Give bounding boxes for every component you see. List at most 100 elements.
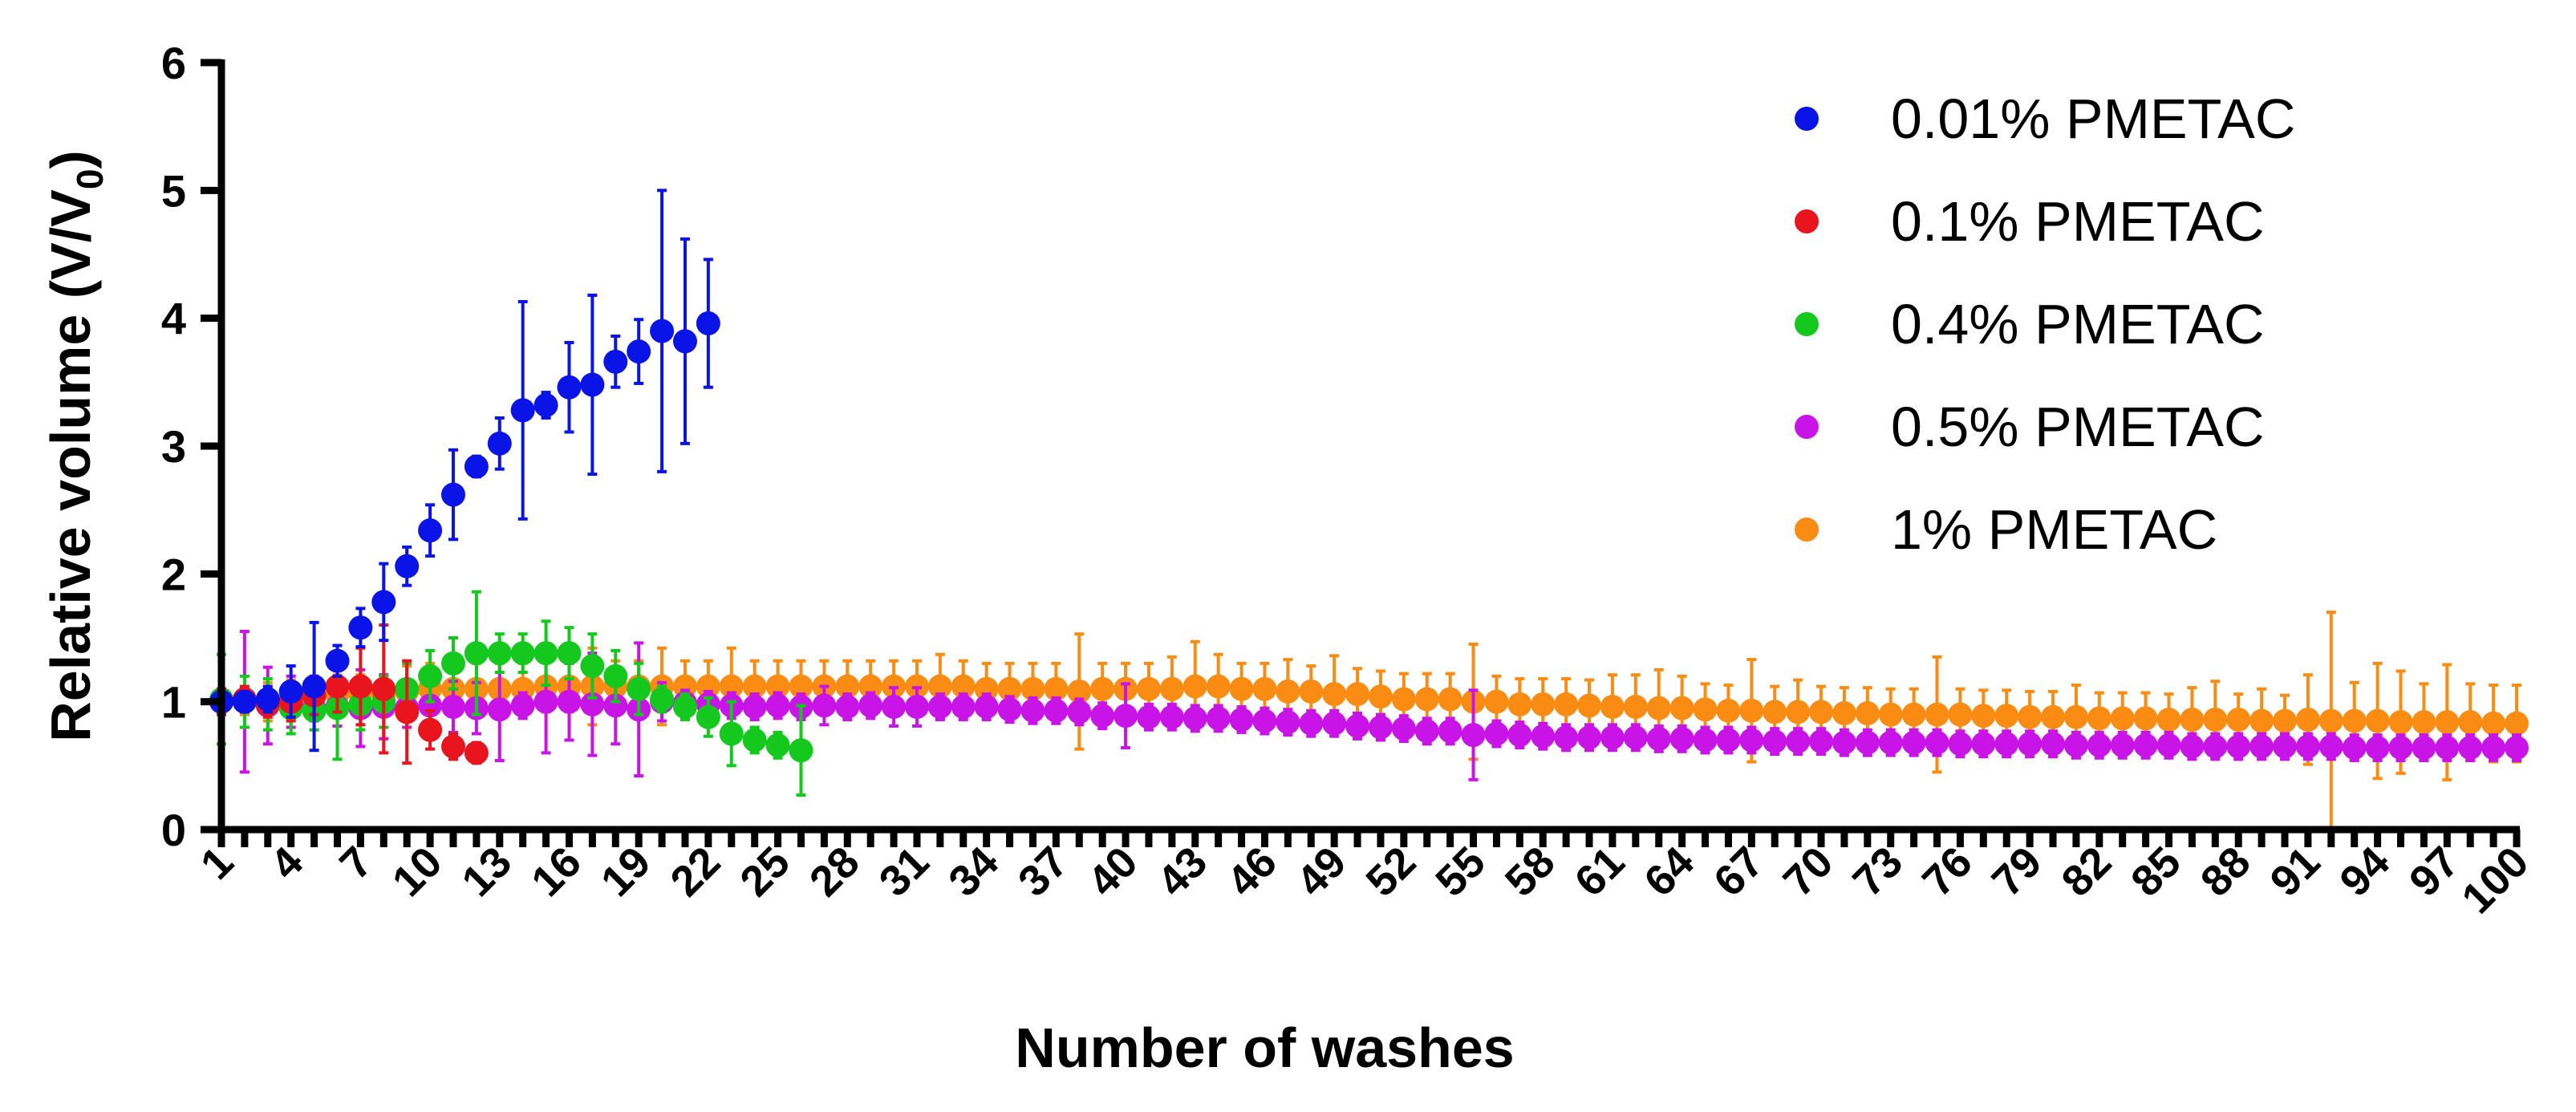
data-point: [765, 674, 790, 699]
data-point: [278, 679, 303, 704]
x-tick-label: 100: [2452, 838, 2537, 923]
data-point: [951, 695, 976, 720]
data-point: [1414, 719, 1439, 744]
data-point: [1531, 724, 1556, 749]
data-point: [1391, 687, 1416, 712]
y-axis-title: Relative volume (V/V0): [39, 150, 111, 742]
data-point: [974, 676, 999, 701]
data-point: [1276, 679, 1300, 704]
data-point: [580, 692, 605, 716]
data-point: [1763, 700, 1787, 724]
data-point: [1322, 711, 1347, 736]
data-point: [1067, 700, 1092, 724]
data-point: [302, 674, 327, 699]
y-axis-title-main: Relative volume (V/V: [39, 189, 102, 742]
data-point: [2481, 736, 2506, 761]
data-point: [2412, 710, 2436, 735]
y-axis-title-close: ): [39, 150, 102, 168]
data-point: [672, 329, 697, 354]
data-point: [418, 518, 443, 543]
data-point: [1925, 730, 1949, 755]
data-point: [2180, 707, 2205, 732]
x-tick-label: 34: [939, 838, 1008, 906]
data-point: [1368, 684, 1393, 709]
legend-label: 0.1% PMETAC: [1891, 190, 2265, 253]
data-point: [557, 689, 582, 714]
data-point: [789, 738, 813, 763]
data-point: [2041, 732, 2066, 757]
x-tick-label: 70: [1775, 838, 1843, 906]
data-point: [1600, 725, 1625, 750]
x-tick-label: 58: [1496, 838, 1564, 906]
legend-label: 0.01% PMETAC: [1891, 87, 2295, 150]
data-point: [510, 693, 535, 718]
data-point: [1739, 698, 1764, 723]
y-axis-title-text: Relative volume (V/V0): [39, 150, 111, 742]
data-point: [440, 482, 465, 507]
x-tick-label: 88: [2192, 838, 2260, 906]
data-point: [2018, 704, 2043, 729]
data-point: [765, 693, 790, 718]
data-point: [1669, 726, 1694, 751]
data-point: [1646, 696, 1671, 720]
data-point: [1461, 723, 1486, 748]
data-point: [1623, 725, 1648, 750]
data-point: [1507, 723, 1532, 748]
data-point: [1507, 692, 1532, 716]
data-point: [232, 689, 257, 714]
y-tick-label: 1: [161, 677, 186, 728]
x-tick-label: 46: [1218, 838, 1286, 906]
x-tick-label: 49: [1288, 838, 1356, 906]
data-point: [2458, 710, 2483, 735]
legend-marker: [1795, 107, 1819, 131]
data-point: [1832, 701, 1856, 726]
data-point: [2133, 706, 2158, 731]
data-point: [533, 641, 558, 666]
data-point: [2203, 707, 2228, 732]
x-tick-label: 28: [801, 838, 869, 906]
data-point: [1855, 701, 1880, 726]
data-point: [2318, 708, 2343, 733]
data-point: [1994, 732, 2019, 757]
data-point: [789, 674, 813, 699]
data-point: [1136, 676, 1161, 701]
data-point: [627, 676, 651, 701]
data-point: [1252, 708, 1277, 733]
data-point: [2481, 711, 2506, 736]
x-tick-label: 40: [1079, 838, 1147, 906]
data-point: [765, 733, 790, 757]
x-tick-label: 31: [870, 838, 939, 906]
data-point: [1786, 700, 1811, 724]
legend: 0.01% PMETAC 0.1% PMETAC 0.4% PMETAC 0.5% P…: [1795, 87, 2295, 561]
data-point: [395, 700, 420, 724]
data-point: [997, 676, 1022, 701]
data-point: [487, 697, 512, 722]
y-tick-label: 3: [161, 421, 186, 472]
data-point: [1577, 693, 1602, 718]
data-point: [1577, 725, 1602, 750]
data-point: [2249, 708, 2274, 733]
legend-label: 0.4% PMETAC: [1891, 293, 2265, 355]
data-point: [1414, 687, 1439, 712]
data-point: [951, 674, 976, 699]
x-tick-label: 94: [2331, 838, 2399, 906]
data-point: [2505, 711, 2529, 736]
data-point: [1159, 676, 1184, 701]
x-tick-label: 16: [522, 838, 590, 906]
data-point: [1136, 704, 1161, 729]
data-point: [2133, 733, 2158, 757]
data-point: [2063, 733, 2088, 757]
data-point: [2226, 734, 2251, 759]
data-point: [2365, 736, 2390, 761]
data-point: [371, 676, 396, 701]
data-point: [1020, 698, 1045, 723]
legend-label: 0.5% PMETAC: [1891, 396, 2265, 458]
data-point: [627, 339, 651, 364]
x-tick-label: 25: [731, 838, 799, 906]
legend-label: 1% PMETAC: [1891, 498, 2217, 561]
data-point: [2342, 708, 2367, 733]
data-point: [1276, 710, 1300, 735]
data-point: [1044, 698, 1069, 723]
x-tick-label: 97: [2400, 838, 2468, 906]
